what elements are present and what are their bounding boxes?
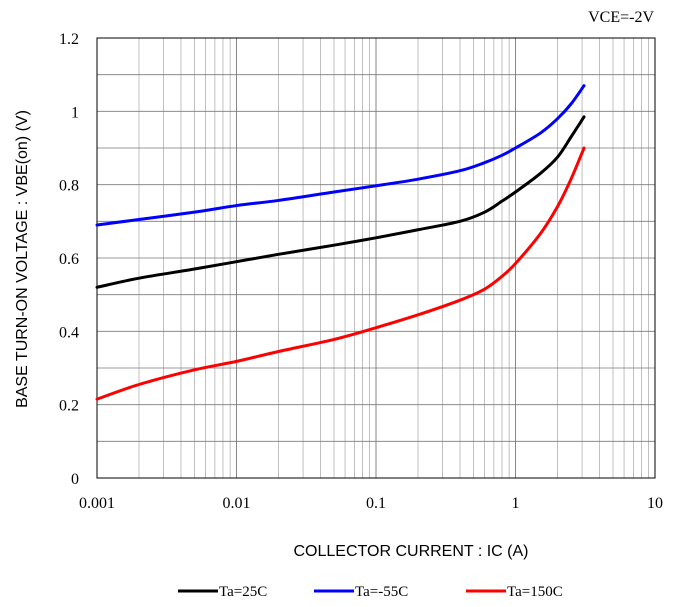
legend-label: Ta=-55C	[355, 584, 408, 600]
x-tick-label: 0.1	[366, 495, 386, 512]
y-tick-label: 0.6	[59, 251, 79, 268]
y-tick-label: 0	[71, 471, 79, 488]
y-tick-label: 1	[71, 104, 79, 121]
series-lines	[95, 84, 586, 401]
y-tick-label: 1.2	[59, 31, 79, 48]
y-tick-labels: 0 0.2 0.4 0.6 0.8 1 1.2	[59, 31, 79, 488]
x-tick-labels: 0.001 0.01 0.1 1 10	[79, 495, 663, 512]
plot-frame	[96, 37, 656, 479]
legend-label: Ta=150C	[507, 584, 563, 600]
y-axis-label: BASE TURN-ON VOLTAGE : VBE(on) (V)	[14, 110, 31, 408]
x-tick-label: 0.01	[223, 495, 251, 512]
series-line-3	[95, 146, 586, 401]
y-tick-label: 0.8	[59, 178, 79, 195]
legend: Ta=25C Ta=-55C Ta=150C	[178, 584, 563, 600]
x-tick-label: 10	[647, 495, 663, 512]
x-axis-label: COLLECTOR CURRENT : IC (A)	[294, 543, 529, 560]
y-tick-label: 0.2	[59, 398, 79, 415]
legend-label: Ta=25C	[219, 584, 267, 600]
x-tick-label: 1	[512, 495, 520, 512]
y-tick-label: 0.4	[59, 324, 79, 341]
major-grid	[97, 38, 655, 478]
series-line-2	[95, 84, 586, 227]
series-line-1	[95, 115, 586, 289]
annotation-vce: VCE=-2V	[588, 9, 654, 26]
x-tick-label: 0.001	[79, 495, 115, 512]
